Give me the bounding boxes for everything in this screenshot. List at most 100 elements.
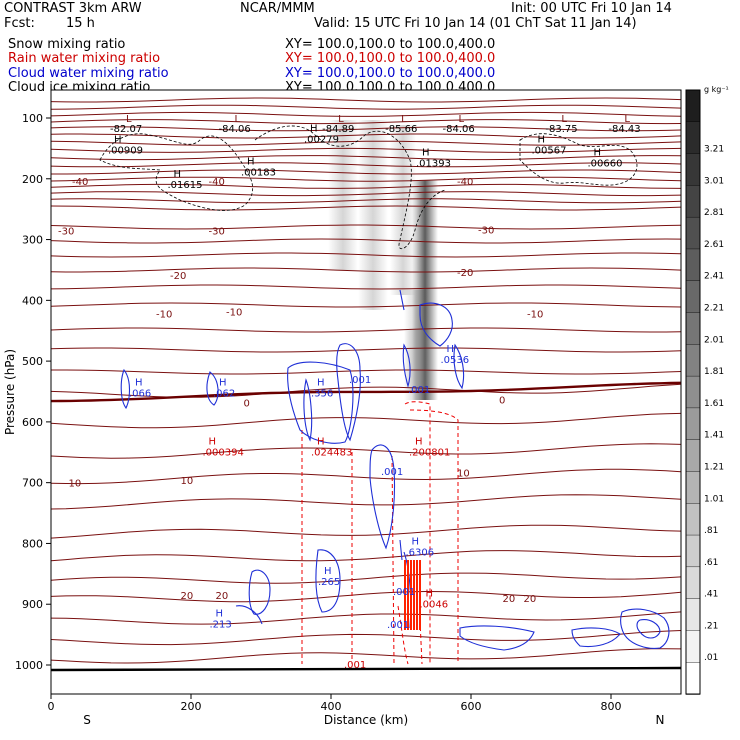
theta-contour-2 — [50, 111, 682, 117]
colorbar-bin-1 — [685, 121, 701, 155]
cloud-water-contour-6 — [453, 343, 465, 390]
theta-contour-4 — [50, 126, 682, 132]
max-h-label-4: H — [594, 148, 602, 159]
valid-time: Valid: 15 UTC Fri 10 Jan 14 (01 ChT Sat … — [314, 16, 637, 31]
max-value-label-11: .265 — [318, 577, 340, 588]
colorbar-label-10: 1.21 — [704, 462, 724, 472]
temp-label-3-1: -10 — [226, 308, 242, 319]
max-h-label-8: H — [219, 377, 227, 388]
theta-contour-7 — [50, 147, 682, 153]
max-value-label-10: .0536 — [441, 355, 470, 366]
south-label: S — [83, 713, 91, 727]
theta-contour-25 — [50, 383, 682, 398]
temp-label-6-3: 20 — [524, 594, 537, 605]
max-value-label-13: .213 — [210, 619, 232, 630]
colorbar-label-8: 1.61 — [704, 399, 724, 409]
low-marker-5: L — [561, 114, 567, 125]
max-value-label-0: .00909 — [108, 145, 143, 156]
low-marker-0: L — [126, 114, 132, 125]
theta-contour-30 — [50, 524, 682, 539]
colorbar-bin-9 — [685, 375, 701, 409]
colorbar-bin-7 — [685, 312, 701, 346]
theta-contour-12 — [50, 183, 682, 189]
temp-label-0-2: -40 — [457, 177, 473, 188]
colorbar-label-11: 1.01 — [704, 494, 724, 504]
max-h-label-12: H — [412, 537, 420, 548]
cloud-core-bar-0 — [404, 560, 406, 630]
temp-label-0-0: -40 — [72, 177, 88, 188]
max-value-label-17: .0046 — [420, 599, 449, 610]
max-h-label-10: H — [447, 344, 455, 355]
low-marker-6: L — [624, 114, 630, 125]
cloud-water-contour-0 — [120, 368, 131, 410]
colorbar-bin-16 — [685, 598, 701, 632]
legend-rain-xy: XY= 100.0,100.0 to 100.0,400.0 — [285, 51, 496, 66]
theta-contour-1 — [50, 104, 682, 110]
max-h-label-2: H — [422, 148, 430, 159]
colorbar-bin-2 — [685, 153, 701, 187]
theta-contour-8 — [50, 155, 682, 161]
cloud-water-contour-9 — [369, 444, 396, 550]
theta-contour-13 — [50, 191, 682, 197]
x-tick-label-0: 0 — [48, 700, 55, 713]
colorbar-label-5: 2.21 — [704, 304, 724, 314]
cloud-water-contour-13 — [248, 569, 271, 615]
max-value-label-8: .062 — [213, 388, 235, 399]
theta-contour-6 — [50, 140, 682, 146]
low-value-label-0: -82.07 — [110, 124, 142, 135]
colorbar-bin-15 — [685, 566, 701, 600]
low-value-label-5: -83.75 — [545, 124, 577, 135]
temp-label-1-2: -30 — [478, 225, 494, 236]
temp-label-0-1: -40 — [209, 177, 225, 188]
colorbar-label-0: 3.21 — [704, 145, 724, 155]
colorbar-bin-4 — [685, 216, 701, 250]
max-value-label-3: .00567 — [532, 145, 567, 156]
coastline-dashed-east — [519, 133, 638, 186]
theta-contour-0 — [50, 97, 682, 103]
max-h-label-17: H — [426, 588, 434, 599]
theta-contour-36 — [50, 648, 682, 664]
colorbar-bin-5 — [685, 248, 701, 282]
colorbar-label-15: .21 — [704, 621, 718, 631]
theta-contour-9 — [50, 162, 682, 168]
snow-shade-5 — [404, 330, 430, 390]
colorbar-bin-11 — [685, 439, 701, 473]
low-value-label-2: -84.89 — [322, 124, 354, 135]
low-value-label-6: -84.43 — [608, 124, 640, 135]
temp-label-5-1: 10 — [181, 476, 194, 487]
cloud-water-contour-3 — [336, 343, 361, 442]
max-h-label-9: H — [317, 377, 325, 388]
cloud-water-contour-17 — [620, 608, 670, 649]
cloud-water-contour-15 — [459, 625, 535, 651]
max-value-label-5: .01615 — [168, 180, 203, 191]
max-h-label-0: H — [114, 134, 122, 145]
y-tick-label-1: 200 — [22, 173, 43, 186]
colorbar-label-13: .61 — [704, 558, 718, 568]
max-h-label-13: H — [216, 608, 224, 619]
max-h-label-5: H — [174, 169, 182, 180]
freezing-level-line — [50, 381, 682, 403]
cloud-water-contour-7 — [399, 289, 405, 311]
theta-contour-14 — [50, 198, 682, 204]
cloud-water-001-label-5: .001 — [344, 660, 366, 671]
theta-contour-23 — [50, 347, 682, 353]
cloud-core-bar-1 — [407, 560, 409, 630]
colorbar-bin-3 — [685, 185, 701, 218]
max-h-label-3: H — [538, 134, 546, 145]
max-h-label-16: H — [415, 436, 423, 447]
y-tick-label-3: 400 — [22, 294, 43, 307]
x-tick-label-1: 200 — [181, 700, 202, 713]
theta-contour-29 — [50, 494, 682, 510]
plot-frame — [50, 89, 682, 695]
cloud-water-001-label-4: .001 — [387, 620, 409, 631]
colorbar-label-4: 2.41 — [704, 272, 724, 282]
y-tick-label-6: 700 — [22, 477, 43, 490]
y-tick-label-5: 600 — [22, 416, 43, 429]
y-tick-label-2: 300 — [22, 234, 43, 247]
cloud-water-core — [404, 560, 421, 630]
snow-shade-2 — [390, 125, 416, 295]
cloud-water-contour-5 — [419, 302, 453, 347]
low-value-label-3: -85.66 — [385, 124, 417, 135]
colorbar-label-12: .81 — [704, 526, 718, 536]
